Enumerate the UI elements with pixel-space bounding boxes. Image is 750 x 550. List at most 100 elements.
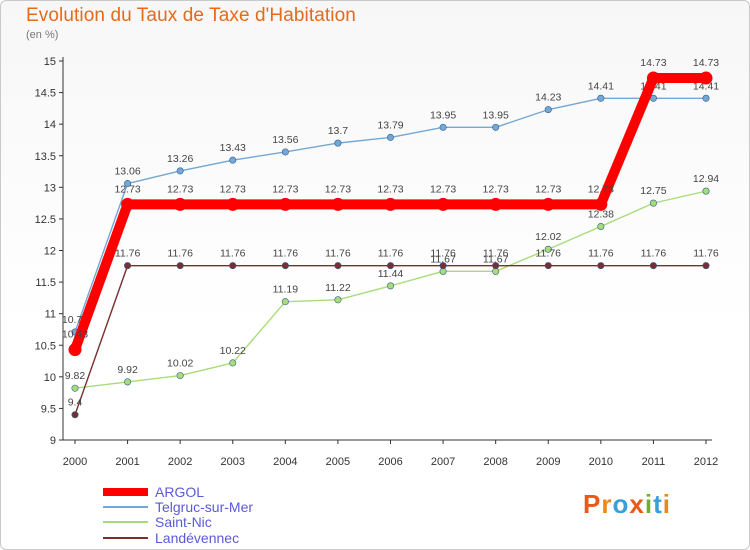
legend-label: Saint-Nic bbox=[155, 514, 212, 530]
data-point bbox=[229, 156, 237, 164]
proxiti-logo: Proxiti bbox=[583, 489, 671, 520]
legend-label: ARGOL bbox=[155, 484, 204, 500]
data-point bbox=[386, 133, 394, 141]
data-point bbox=[649, 199, 657, 207]
data-point bbox=[176, 167, 184, 175]
data-point bbox=[229, 359, 237, 367]
unit-label: (en %) bbox=[26, 29, 59, 41]
data-label: 9.92 bbox=[117, 364, 138, 376]
data-point bbox=[386, 282, 394, 290]
data-point bbox=[439, 262, 447, 270]
data-point bbox=[278, 197, 292, 211]
data-label: 12.73 bbox=[535, 183, 561, 195]
data-point bbox=[124, 378, 132, 386]
data-label: 12.73 bbox=[588, 183, 614, 195]
data-label: 9.4 bbox=[68, 397, 83, 409]
data-point bbox=[176, 372, 184, 380]
data-label: 12.73 bbox=[325, 183, 351, 195]
data-point bbox=[229, 262, 237, 270]
data-label: 12.02 bbox=[535, 231, 561, 243]
x-tick-label: 2006 bbox=[378, 456, 402, 468]
data-point bbox=[541, 197, 555, 211]
data-label: 11.76 bbox=[378, 248, 404, 260]
legend-item: Telgruc-sur-Mer bbox=[103, 499, 253, 515]
data-point bbox=[702, 94, 710, 102]
x-tick-label: 2009 bbox=[536, 456, 560, 468]
data-label: 11.76 bbox=[483, 248, 509, 260]
x-tick-label: 2001 bbox=[115, 456, 139, 468]
legend-label: Telgruc-sur-Mer bbox=[155, 499, 253, 515]
data-label: 13.56 bbox=[272, 134, 298, 146]
data-point bbox=[597, 222, 605, 230]
data-label: 11.76 bbox=[325, 248, 351, 260]
data-label: 14.41 bbox=[588, 80, 614, 92]
data-label: 13.26 bbox=[167, 153, 193, 165]
data-label: 12.94 bbox=[693, 173, 719, 185]
data-point bbox=[597, 262, 605, 270]
data-label: 10.02 bbox=[167, 358, 193, 370]
data-point bbox=[331, 197, 345, 211]
data-point bbox=[492, 262, 500, 270]
data-label: 13.06 bbox=[114, 166, 140, 178]
data-point bbox=[489, 197, 503, 211]
data-point bbox=[702, 262, 710, 270]
data-label: 13.7 bbox=[328, 125, 349, 137]
data-point bbox=[492, 123, 500, 131]
data-label: 13.43 bbox=[220, 142, 246, 154]
data-label: 13.79 bbox=[377, 119, 403, 131]
data-point bbox=[281, 148, 289, 156]
data-label: 10.22 bbox=[220, 345, 246, 357]
legend-item: ARGOL bbox=[103, 484, 204, 500]
data-point bbox=[281, 262, 289, 270]
logo-letter: i bbox=[644, 489, 654, 519]
data-label: 12.73 bbox=[272, 183, 298, 195]
data-point bbox=[386, 262, 394, 270]
data-label: 13.95 bbox=[430, 109, 456, 121]
data-point bbox=[384, 197, 397, 211]
x-tick-label: 2012 bbox=[694, 456, 718, 468]
data-label: 11.44 bbox=[378, 268, 404, 280]
data-point bbox=[649, 262, 657, 270]
x-tick-label: 2005 bbox=[326, 456, 350, 468]
y-tick-label: 11 bbox=[45, 309, 56, 321]
data-label: 11.22 bbox=[325, 282, 351, 294]
logo-letter: x bbox=[629, 489, 645, 519]
series-argol: 10.43 12.73 12.73 12.73 12.73 12.73 12.73 12.73… bbox=[62, 57, 719, 357]
data-point bbox=[334, 139, 342, 147]
y-tick-label: 13 bbox=[44, 182, 56, 194]
chart-title: Evolution du Taux de Taxe d'Habitation bbox=[26, 5, 356, 26]
data-label: 11.76 bbox=[430, 248, 456, 260]
y-tick-label: 12 bbox=[44, 246, 56, 258]
data-label: 12.73 bbox=[167, 183, 193, 195]
y-tick-label: 9.5 bbox=[41, 403, 56, 415]
legend-label: Landévennec bbox=[155, 530, 239, 546]
data-label: 14.73 bbox=[640, 57, 666, 69]
data-point bbox=[699, 71, 713, 85]
data-point bbox=[334, 296, 342, 304]
y-tick-label: 14 bbox=[44, 119, 56, 131]
data-label: 12.73 bbox=[377, 183, 403, 195]
y-tick-label: 13.5 bbox=[35, 151, 56, 163]
data-label: 12.73 bbox=[483, 183, 509, 195]
y-tick-label: 11.5 bbox=[35, 277, 56, 289]
x-tick-label: 2000 bbox=[63, 456, 87, 468]
x-tick-label: 2008 bbox=[483, 456, 507, 468]
data-label: 11.76 bbox=[167, 248, 193, 260]
data-label: 14.41 bbox=[693, 80, 719, 92]
data-point bbox=[226, 197, 240, 211]
data-point bbox=[702, 187, 710, 195]
data-point bbox=[71, 411, 79, 419]
logo-letter: o bbox=[612, 489, 630, 519]
data-label: 12.73 bbox=[114, 183, 140, 195]
data-label: 12.73 bbox=[220, 183, 246, 195]
data-point bbox=[71, 384, 79, 392]
data-point bbox=[334, 262, 342, 270]
x-tick-label: 2002 bbox=[168, 456, 192, 468]
data-label: 13.95 bbox=[483, 109, 509, 121]
y-tick-label: 15 bbox=[44, 56, 56, 68]
data-point bbox=[646, 71, 660, 85]
data-label: 11.76 bbox=[641, 248, 667, 260]
data-label: 11.19 bbox=[273, 284, 299, 296]
data-point bbox=[544, 262, 552, 270]
